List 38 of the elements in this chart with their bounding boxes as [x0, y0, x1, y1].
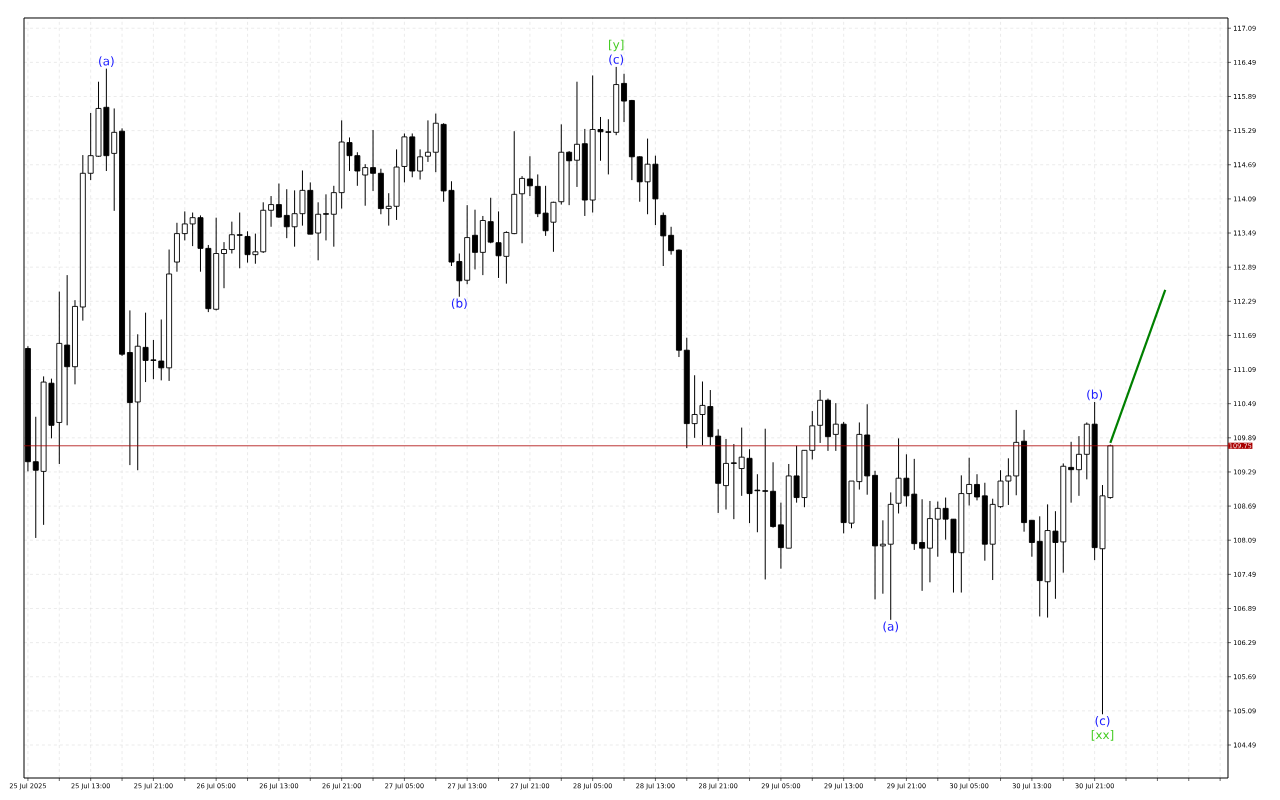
candlestick: [323, 193, 329, 241]
candlestick: [566, 150, 573, 206]
annotation: (a): [99, 56, 114, 67]
candlestick: [519, 175, 526, 244]
candlestick: [660, 212, 667, 267]
candlestick: [919, 498, 926, 592]
annotation: (a): [883, 621, 899, 633]
candlestick: [526, 155, 533, 197]
annotation: [y]: [609, 39, 624, 52]
annotation: (c): [1095, 716, 1110, 727]
candlestick: [330, 185, 337, 248]
candlestick: [723, 438, 729, 510]
candlestick: [268, 195, 275, 228]
candlestick: [275, 183, 282, 219]
candlestick: [574, 81, 580, 188]
candlestick: [879, 519, 886, 595]
candlestick: [221, 241, 227, 289]
candlestick: [472, 209, 478, 270]
candlestick: [1076, 435, 1082, 497]
candlestick: [64, 274, 71, 426]
candlestick: [236, 212, 243, 269]
candlestick: [1068, 441, 1075, 504]
candlestick: [730, 443, 737, 520]
annotation: (b): [451, 298, 467, 310]
candlestick: [315, 201, 322, 261]
candlestick: [417, 148, 424, 181]
annotation: (b): [1087, 389, 1103, 401]
candlestick: [974, 473, 980, 501]
annotation: (c): [609, 54, 624, 66]
candlestick: [228, 221, 235, 254]
candlestick: [966, 457, 973, 507]
candlestick: [424, 119, 431, 163]
annotation: [xx]: [1091, 729, 1114, 741]
candlestick: [668, 226, 675, 256]
candlestick: [1028, 519, 1035, 558]
candlestick: [777, 502, 784, 570]
candlestick: [370, 129, 376, 192]
candlestick: [621, 73, 627, 123]
